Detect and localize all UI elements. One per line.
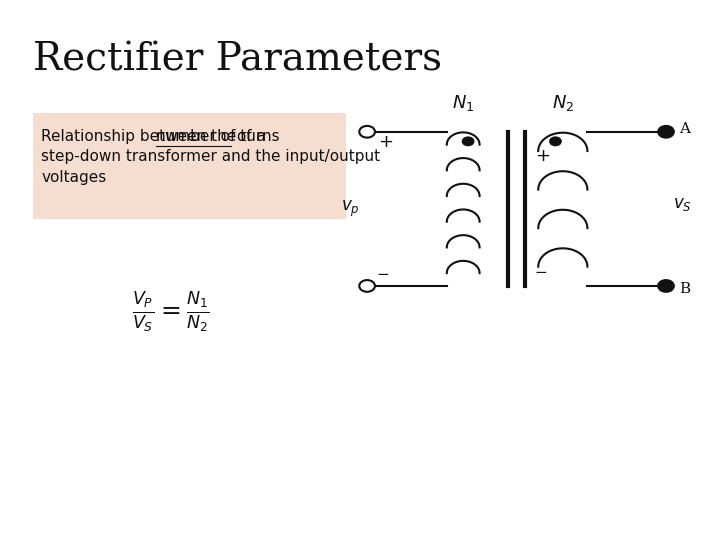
Text: $N_2$: $N_2$ (552, 93, 574, 113)
Text: step-down transformer and the input/output: step-down transformer and the input/outp… (41, 150, 380, 164)
Text: A: A (679, 122, 690, 136)
Text: +: + (378, 133, 393, 151)
Circle shape (359, 126, 375, 138)
Text: Relationship between the: Relationship between the (41, 129, 241, 144)
Text: $N_1$: $N_1$ (452, 93, 474, 113)
FancyBboxPatch shape (32, 113, 346, 219)
Text: +: + (535, 147, 549, 165)
Text: voltages: voltages (41, 170, 107, 185)
Circle shape (658, 126, 674, 138)
Text: B: B (679, 281, 690, 295)
Text: $v_p$: $v_p$ (341, 199, 360, 219)
Circle shape (550, 137, 561, 146)
Circle shape (462, 137, 474, 146)
Text: $v_S$: $v_S$ (673, 194, 692, 213)
Text: of a: of a (232, 129, 266, 144)
Text: −: − (377, 267, 389, 282)
Circle shape (359, 280, 375, 292)
Text: number of turns: number of turns (156, 129, 280, 144)
Text: −: − (535, 265, 547, 280)
Circle shape (658, 280, 674, 292)
Text: Rectifier Parameters: Rectifier Parameters (32, 42, 441, 78)
Text: $\frac{V_P}{V_S} = \frac{N_1}{N_2}$: $\frac{V_P}{V_S} = \frac{N_1}{N_2}$ (132, 291, 210, 334)
